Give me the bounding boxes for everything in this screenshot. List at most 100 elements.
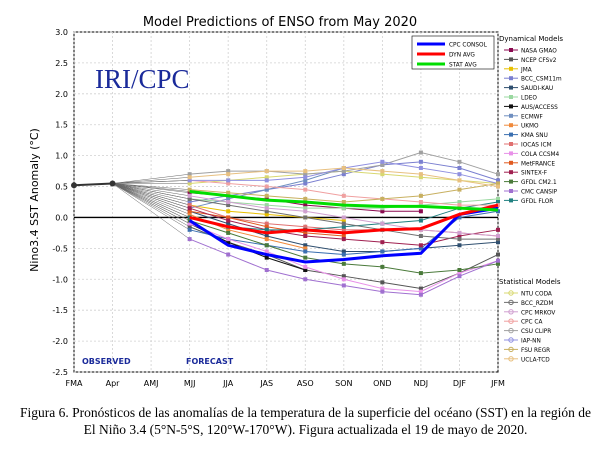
series-point-ucla-tcd	[418, 172, 423, 177]
series-point-gfdl-cm2-1	[496, 261, 500, 266]
legend-summary-box: CPC CONSOL DYN AVG STAT AVG	[411, 35, 495, 70]
series-point-fsu-regr	[264, 193, 269, 198]
legend-statistical-label: IAP-NN	[521, 339, 541, 345]
series-point-ldeo	[496, 196, 500, 201]
legend-dynamical-label: BCC_CSM11m	[521, 77, 562, 83]
legend-dynamical-label: NCEP CFSv2	[521, 58, 557, 64]
y-tick-label: 0.0	[55, 213, 68, 222]
series-point-bcc-rzdm	[457, 237, 462, 242]
guide-line	[112, 183, 190, 215]
series-point-csu-clipr	[380, 162, 385, 167]
guide-line	[112, 180, 190, 184]
series-point-iap-nn	[303, 175, 308, 180]
series-point-csu-clipr	[226, 169, 231, 174]
legend-summary-label: DYN AVG	[449, 53, 475, 59]
legend-statistical-label: FSU REGR	[521, 348, 550, 354]
x-tick-label: JAS	[259, 379, 273, 388]
series-point-iocas-icm	[187, 203, 192, 208]
series-point-cmc-cansip	[380, 289, 385, 294]
series-point-bcc-rzdm	[226, 203, 231, 208]
series-point-cola-ccsm4	[341, 277, 346, 282]
legend-dynamical-marker	[509, 160, 513, 165]
series-point-sintex-f	[496, 227, 500, 232]
y-tick-label: 1.5	[55, 121, 68, 130]
series-point-ecmwf	[226, 196, 231, 201]
series-point-cmc-cansip	[496, 258, 500, 263]
legend-dynamical-marker	[509, 85, 513, 90]
legend-statistical-label: CSU CLIPR	[521, 329, 551, 335]
series-point-cmc-cansip	[457, 274, 462, 279]
y-tick-label: 2.5	[55, 59, 68, 68]
legend-dynamical-marker	[509, 132, 513, 137]
legend-statistical-marker	[508, 346, 514, 353]
series-point-cmc-cansip	[418, 292, 423, 297]
x-tick-label: FMA	[66, 379, 84, 388]
series-point-bcc-csm11m	[303, 181, 308, 186]
x-tick-label: DJF	[453, 379, 467, 388]
series-point-metfrance	[226, 215, 231, 220]
series-point-gfdl-cm2-1	[303, 255, 308, 260]
legend-dynamical-marker	[509, 142, 513, 146]
series-point-bcc-rzdm	[303, 215, 308, 220]
series-point-gfdl-cm2-1	[380, 264, 385, 269]
series-point-cola-ccsm4	[264, 249, 269, 254]
series-point-csu-clipr	[457, 159, 462, 164]
legend-dynamical-marker	[509, 104, 513, 109]
series-point-fsu-regr	[341, 200, 346, 204]
series-point-nasa-gmao	[303, 203, 308, 208]
guide-line	[112, 183, 190, 212]
x-tick-label: MJJ	[184, 379, 196, 388]
legend-dynamical-marker	[509, 198, 513, 203]
legend-dynamical-label: GFDL CM2.1	[521, 180, 557, 186]
guide-line	[112, 183, 190, 209]
legend-statistical-label: NTU CODA	[521, 292, 552, 298]
observed-series-line	[73, 182, 113, 187]
series-point-jma	[226, 209, 231, 214]
series-point-ucla-tcd	[341, 166, 346, 170]
legend-dynamical-marker	[509, 76, 513, 81]
legend-statistical-marker	[508, 337, 514, 343]
series-point-gfdl-cm2-1	[457, 268, 462, 272]
y-axis-label: Nino3.4 SST Anomaly (°C)	[28, 128, 41, 272]
guide-line	[112, 173, 190, 184]
guide-line	[112, 183, 190, 206]
series-point-ukmo	[226, 227, 231, 232]
series-point-fsu-regr	[457, 187, 462, 192]
series-point-sintex-f	[303, 234, 308, 238]
legend-summary-label: CPC CONSOL	[449, 43, 488, 49]
series-point-cmc-cansip	[341, 283, 346, 288]
x-tick-label: ASO	[297, 379, 314, 388]
legend-dynamical-label: KMA SNU	[521, 133, 548, 139]
series-point-kma-snu	[187, 227, 192, 232]
series-point-saudi-kau	[496, 240, 500, 245]
series-point-iap-nn	[457, 172, 462, 177]
series-point-cpc-mrkov	[496, 234, 500, 238]
legend-dynamical-marker	[509, 66, 513, 71]
y-tick-label: -2.0	[52, 337, 68, 346]
series-point-saudi-kau	[457, 243, 462, 248]
series-point-iap-nn	[187, 178, 192, 183]
guide-line	[112, 183, 190, 227]
legend-dynamical-marker	[509, 113, 513, 118]
series-point-bcc-csm11m	[457, 166, 462, 170]
series-point-saudi-kau	[226, 221, 231, 226]
series-point-cpc-ca	[341, 193, 346, 198]
series-point-fsu-regr	[418, 193, 423, 198]
series-point-iocas-icm	[264, 221, 269, 226]
legend-statistical-marker	[508, 309, 514, 315]
legend-dynamical-label: JMA	[520, 67, 532, 73]
legend-statistical-marker	[508, 318, 514, 324]
series-point-ukmo	[264, 237, 269, 242]
series-point-fsu-regr	[380, 196, 385, 201]
x-tick-label: JJA	[222, 379, 234, 388]
series-point-ncep-cfsv2	[341, 274, 346, 279]
observed-label: OBSERVED	[82, 357, 131, 366]
series-point-gfdl-flor	[496, 200, 500, 204]
series-point-bcc-csm11m	[496, 178, 500, 183]
guide-line	[112, 183, 190, 190]
legend-dynamical-title: Dynamical Models	[499, 35, 563, 43]
y-tick-label: 0.5	[55, 183, 68, 192]
series-point-ncep-cfsv2	[496, 252, 500, 257]
series-point-kma-snu	[457, 215, 462, 220]
series-point-ntu-coda	[380, 172, 385, 177]
